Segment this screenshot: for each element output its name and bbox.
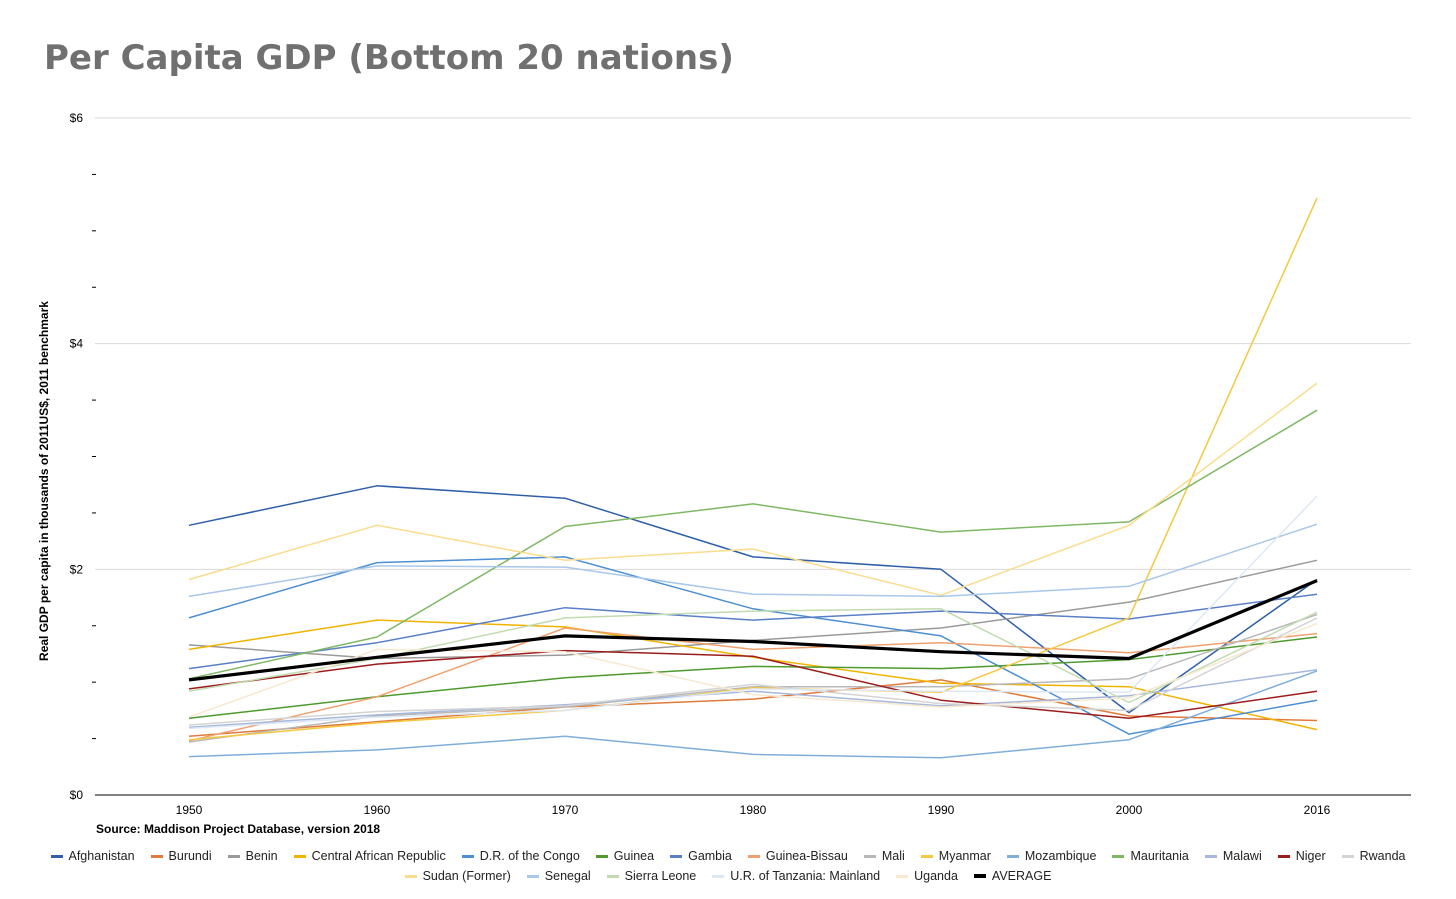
series-line-mozambique: [188, 670, 1318, 759]
series-line-mauritania: [188, 409, 1318, 680]
legend-label: Niger: [1295, 849, 1326, 863]
series-line-gambia: [188, 593, 1318, 670]
series-line-afghanistan: [188, 485, 1318, 714]
x-tick-label: 1950: [176, 803, 203, 817]
y-tick-label: $0: [70, 788, 84, 802]
legend-item: Niger: [1277, 848, 1326, 864]
legend-label: Myanmar: [938, 849, 991, 863]
legend-label: Gambia: [688, 849, 732, 863]
series-line-central-african-republic: [188, 619, 1318, 731]
legend-swatch: [526, 874, 539, 878]
legend-item: Mauritania: [1112, 848, 1189, 864]
legend-label: Sierra Leone: [624, 869, 697, 883]
series-line-u-r-of-tanzania-mainland: [188, 495, 1318, 730]
chart-legend: Afghanistan Burundi Benin Central African R…: [40, 848, 1416, 884]
series-line-d-r-of-the-congo: [188, 556, 1318, 735]
y-tick-label: $6: [70, 111, 84, 125]
legend-swatch: [293, 854, 306, 858]
legend-item: Senegal: [526, 868, 591, 884]
legend-item: Malawi: [1204, 848, 1262, 864]
legend-label: U.R. of Tanzania: Mainland: [730, 869, 881, 883]
series-line-uganda: [188, 622, 1318, 718]
y-tick-label: $4: [70, 337, 84, 351]
legend-label: Sudan (Former): [422, 869, 511, 883]
x-tick-label: 1990: [928, 803, 955, 817]
series-line-sudan-former: [188, 382, 1318, 597]
legend-item: AVERAGE: [973, 868, 1052, 884]
legend-item: Sierra Leone: [606, 868, 697, 884]
legend-label: Mauritania: [1130, 849, 1189, 863]
legend-item: Guinea: [595, 848, 655, 864]
legend-swatch: [747, 854, 760, 858]
series-line-burundi: [188, 679, 1318, 738]
legend-label: Senegal: [544, 869, 591, 883]
legend-swatch: [1112, 854, 1125, 858]
legend-swatch: [1341, 854, 1354, 858]
source-note: Source: Maddison Project Database, versi…: [96, 822, 381, 836]
legend-swatch: [863, 854, 876, 858]
x-tick-label: 1960: [364, 803, 391, 817]
x-tick-label: 2000: [1116, 803, 1143, 817]
line-chart: $0 $2 $4 $6 1950 1960 1970 1980 1990 2000 2016: [70, 111, 1411, 817]
series-line-niger: [188, 649, 1318, 720]
legend-item: Myanmar: [920, 848, 991, 864]
chart-title: Per Capita GDP (Bottom 20 nations): [44, 38, 734, 78]
legend-label: AVERAGE: [991, 869, 1052, 883]
legend-item: Uganda: [896, 868, 958, 884]
legend-item: Afghanistan: [50, 848, 135, 864]
legend-swatch: [50, 854, 63, 858]
legend-label: Mozambique: [1024, 849, 1097, 863]
legend-item: Mozambique: [1006, 848, 1097, 864]
legend-label: Guinea: [613, 849, 655, 863]
legend-item: U.R. of Tanzania: Mainland: [712, 868, 880, 884]
legend-swatch: [150, 854, 163, 858]
legend-label: Mali: [881, 849, 905, 863]
legend-item: Guinea-Bissau: [747, 848, 848, 864]
legend-item: Gambia: [670, 848, 732, 864]
legend-item: Burundi: [150, 848, 212, 864]
legend-label: Guinea-Bissau: [765, 849, 848, 863]
legend-label: Malawi: [1222, 849, 1262, 863]
legend-item: Rwanda: [1341, 848, 1406, 864]
x-tick-label: 1980: [740, 803, 767, 817]
x-tick-label: 2016: [1304, 803, 1331, 817]
legend-label: Central African Republic: [311, 849, 446, 863]
series-line-senegal: [188, 523, 1318, 598]
legend-swatch: [595, 854, 608, 858]
x-tick-label: 1970: [552, 803, 579, 817]
legend-swatch: [896, 874, 909, 878]
legend-swatch: [461, 854, 474, 858]
series-line-average: [188, 579, 1318, 682]
y-tick-label: $2: [70, 562, 84, 576]
legend-label: Burundi: [168, 849, 212, 863]
series-line-rwanda: [188, 617, 1318, 726]
series-line-myanmar: [188, 197, 1318, 741]
legend-label: Uganda: [914, 869, 958, 883]
legend-item: Central African Republic: [293, 848, 446, 864]
series-line-mali: [188, 613, 1318, 743]
legend-label: Benin: [245, 849, 278, 863]
legend-swatch: [670, 854, 683, 858]
legend-label: Afghanistan: [68, 849, 135, 863]
legend-label: Rwanda: [1359, 849, 1406, 863]
legend-swatch: [227, 854, 240, 858]
series-line-malawi: [188, 669, 1318, 729]
legend-swatch: [920, 854, 933, 858]
legend-swatch: [1006, 854, 1019, 858]
legend-swatch: [606, 874, 619, 878]
legend-swatch: [973, 874, 986, 878]
legend-swatch: [1204, 854, 1217, 858]
legend-item: Benin: [227, 848, 278, 864]
legend-swatch: [404, 874, 417, 878]
legend-swatch: [712, 874, 725, 878]
legend-item: D.R. of the Congo: [461, 848, 580, 864]
legend-label: D.R. of the Congo: [479, 849, 580, 863]
legend-item: Mali: [863, 848, 905, 864]
series-line-guinea-bissau: [188, 627, 1318, 742]
legend-item: Sudan (Former): [404, 868, 511, 884]
legend-swatch: [1277, 854, 1290, 858]
